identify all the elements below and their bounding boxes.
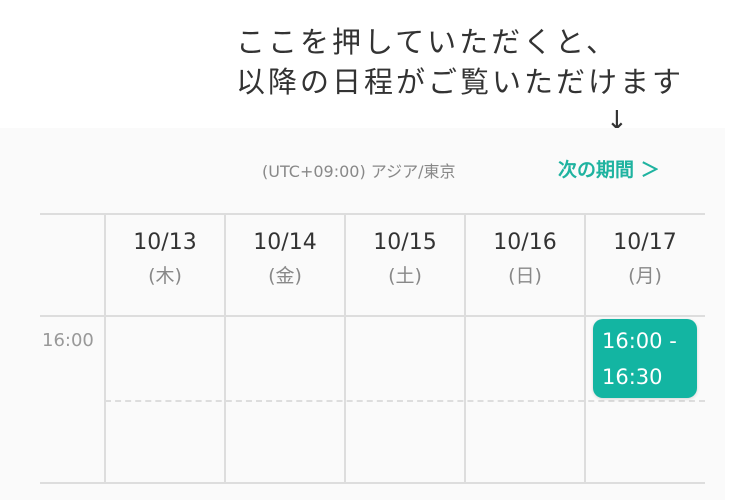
time-label: 16:00 bbox=[42, 330, 94, 351]
day-weekday: (木) bbox=[148, 265, 182, 287]
grid-line bbox=[40, 213, 705, 215]
day-date: 10/17 bbox=[613, 230, 677, 255]
next-period-button[interactable]: 次の期間 ＞ bbox=[558, 159, 660, 181]
day-date: 10/16 bbox=[493, 230, 557, 255]
day-weekday: (月) bbox=[628, 265, 662, 287]
grid-line bbox=[40, 315, 705, 317]
day-date: 10/14 bbox=[253, 230, 317, 255]
timezone-label: (UTC+09:00) アジア/東京 bbox=[262, 162, 456, 181]
grid-line bbox=[344, 213, 346, 483]
annotation-text: ここを押していただくと、 以降の日程がご覧いただけます bbox=[236, 22, 684, 102]
day-header: 10/14 (金) bbox=[225, 230, 345, 288]
calendar-panel bbox=[0, 128, 725, 500]
day-header: 10/16 (日) bbox=[465, 230, 585, 288]
day-weekday: (金) bbox=[268, 265, 302, 287]
half-hour-line bbox=[105, 400, 705, 402]
day-date: 10/13 bbox=[133, 230, 197, 255]
grid-line bbox=[224, 213, 226, 483]
available-slot[interactable]: 16:00 - 16:30 bbox=[593, 319, 697, 398]
annotation-line-1: ここを押していただくと、 bbox=[236, 25, 618, 59]
day-header: 10/17 (月) bbox=[585, 230, 705, 288]
grid-line bbox=[104, 213, 106, 483]
grid-line bbox=[464, 213, 466, 483]
slot-start: 16:00 - bbox=[602, 329, 677, 353]
grid-line bbox=[584, 213, 586, 483]
annotation-line-2: 以降の日程がご覧いただけます bbox=[236, 65, 685, 99]
day-weekday: (日) bbox=[508, 265, 542, 287]
grid-line bbox=[40, 482, 705, 484]
slot-end: 16:30 bbox=[602, 365, 663, 389]
day-header: 10/15 (土) bbox=[345, 230, 465, 288]
day-date: 10/15 bbox=[373, 230, 437, 255]
day-header: 10/13 (木) bbox=[105, 230, 225, 288]
day-weekday: (土) bbox=[388, 265, 422, 287]
